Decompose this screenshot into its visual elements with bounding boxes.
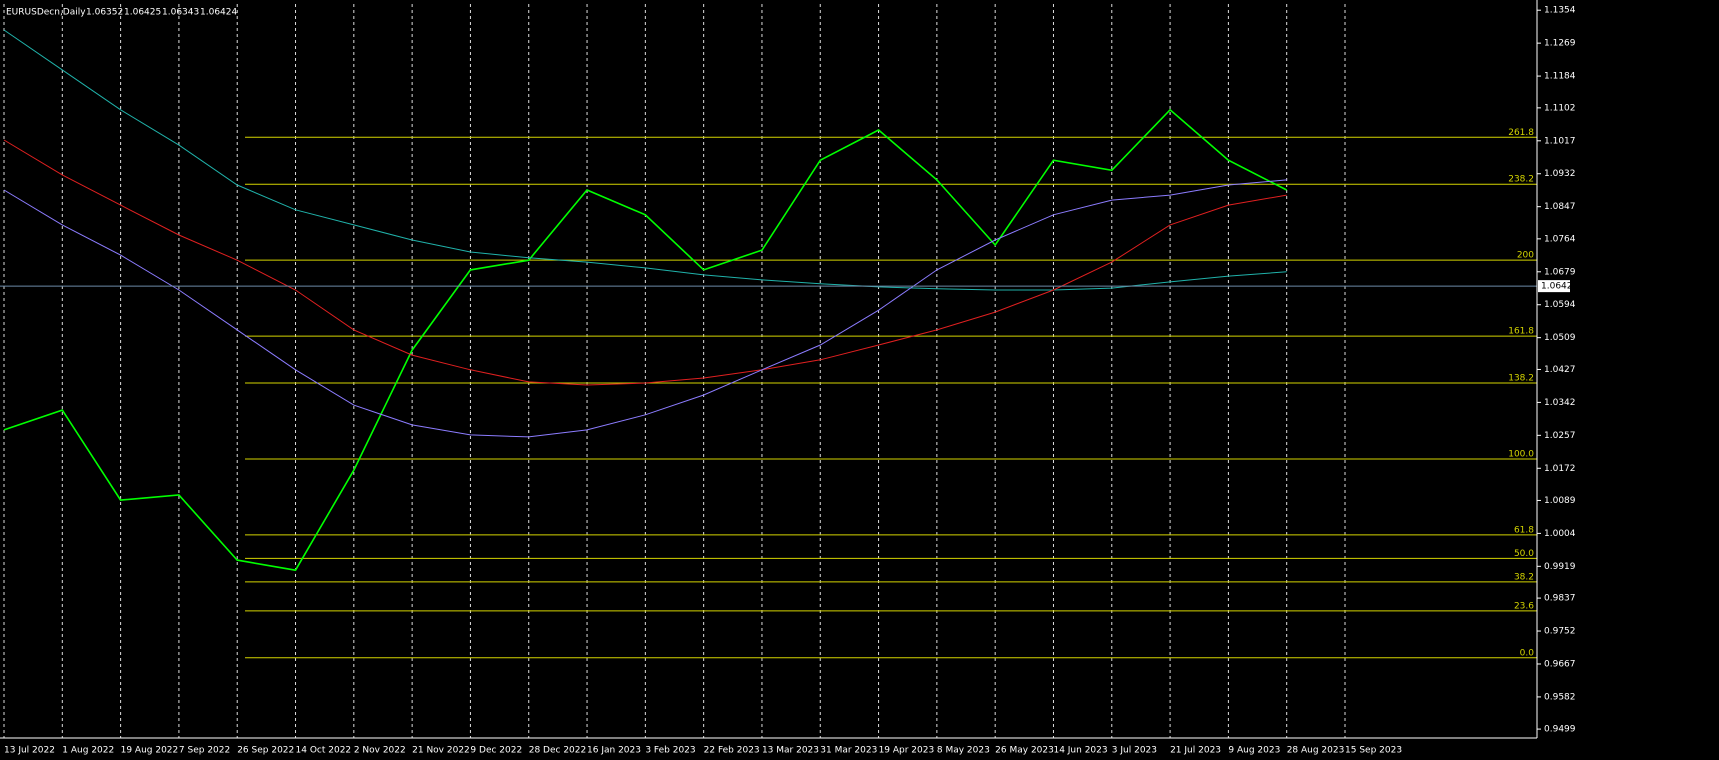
last-price-box	[1538, 280, 1570, 293]
y-tick-label: 0.9582	[1544, 692, 1576, 702]
moving-average	[3, 179, 1287, 438]
moving-average	[3, 139, 1287, 386]
x-tick-label: 19 Aug 2022	[121, 746, 179, 756]
fibo-label: 100.0	[1508, 449, 1534, 459]
y-tick-label: 1.0509	[1544, 333, 1576, 343]
x-tick-label: 9 Aug 2023	[1228, 746, 1280, 756]
y-tick-label: 0.9499	[1544, 725, 1576, 735]
x-tick-label: 1 Aug 2022	[62, 746, 114, 756]
y-tick-label: 1.0427	[1544, 365, 1576, 375]
fibo-label: 61.8	[1514, 525, 1534, 535]
ohlc-value: 1.06343	[162, 8, 199, 18]
fibo-label: 238.2	[1508, 175, 1534, 185]
x-tick-label: 26 Sep 2022	[237, 746, 294, 756]
x-tick-label: 13 Jul 2022	[4, 746, 55, 756]
y-tick-label: 1.0932	[1544, 169, 1576, 179]
y-tick-label: 1.0257	[1544, 431, 1576, 441]
y-tick-label: 0.9752	[1544, 627, 1576, 637]
y-tick-label: 1.0847	[1544, 202, 1576, 212]
y-tick-label: 1.1269	[1544, 39, 1576, 49]
ohlc-value: 1.06424	[200, 8, 237, 18]
fibo-label: 161.8	[1508, 327, 1534, 337]
x-tick-label: 19 Apr 2023	[879, 746, 935, 756]
x-tick-label: 3 Jul 2023	[1112, 746, 1157, 756]
x-tick-label: 14 Oct 2022	[296, 746, 352, 756]
fibo-label: 138.2	[1508, 374, 1534, 384]
y-tick-label: 1.0004	[1544, 529, 1576, 539]
x-tick-label: 14 Jun 2023	[1053, 746, 1107, 756]
x-tick-label: 22 Feb 2023	[704, 746, 760, 756]
x-tick-label: 28 Aug 2023	[1287, 746, 1345, 756]
ohlc-value: 1.06352	[86, 8, 123, 18]
x-tick-label: 21 Nov 2022	[412, 746, 470, 756]
x-tick-label: 3 Feb 2023	[645, 746, 695, 756]
fibo-label: 50.0	[1514, 549, 1534, 559]
x-tick-label: 16 Jan 2023	[587, 746, 641, 756]
y-tick-label: 1.0172	[1544, 464, 1576, 474]
chart-title: EURUSDecn,Daily	[6, 8, 86, 18]
y-tick-label: 1.0594	[1544, 300, 1576, 310]
y-tick-label: 1.1184	[1544, 72, 1576, 82]
fibo-label: 261.8	[1508, 128, 1534, 138]
y-tick-label: 0.9919	[1544, 562, 1576, 572]
fibo-label: 0.0	[1520, 648, 1535, 658]
x-tick-label: 26 May 2023	[995, 746, 1054, 756]
last-price-label: 1.0642	[1541, 282, 1573, 292]
x-tick-label: 15 Sep 2023	[1345, 746, 1402, 756]
fibo-label: 200	[1517, 251, 1534, 261]
x-tick-label: 9 Dec 2022	[470, 746, 522, 756]
x-tick-label: 21 Jul 2023	[1170, 746, 1221, 756]
moving-average	[3, 29, 1287, 291]
x-tick-label: 2 Nov 2022	[354, 746, 406, 756]
x-tick-label: 8 May 2023	[937, 746, 990, 756]
y-tick-label: 1.1017	[1544, 136, 1576, 146]
y-tick-label: 1.0342	[1544, 398, 1576, 408]
x-tick-label: 31 Mar 2023	[820, 746, 877, 756]
ohlc-value: 1.06425	[124, 8, 161, 18]
y-tick-label: 1.0679	[1544, 267, 1576, 277]
fibo-label: 38.2	[1514, 572, 1534, 582]
x-tick-label: 13 Mar 2023	[762, 746, 819, 756]
y-tick-label: 0.9667	[1544, 659, 1576, 669]
y-tick-label: 0.9837	[1544, 594, 1576, 604]
y-tick-label: 1.0764	[1544, 234, 1576, 244]
y-tick-label: 1.1354	[1544, 6, 1576, 16]
x-tick-label: 28 Dec 2022	[529, 746, 587, 756]
y-tick-label: 1.0089	[1544, 496, 1576, 506]
x-tick-label: 7 Sep 2022	[179, 746, 230, 756]
fibo-label: 23.6	[1514, 601, 1534, 611]
y-tick-label: 1.1102	[1544, 103, 1576, 113]
price-line	[3, 108, 1288, 572]
